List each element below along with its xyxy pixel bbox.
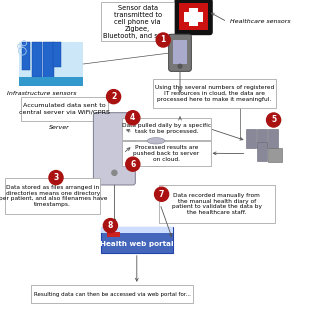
Circle shape bbox=[107, 90, 121, 104]
Circle shape bbox=[156, 33, 170, 47]
Text: 7: 7 bbox=[159, 190, 164, 199]
FancyBboxPatch shape bbox=[101, 2, 174, 41]
Text: Infrastructure sensors: Infrastructure sensors bbox=[7, 91, 76, 96]
FancyBboxPatch shape bbox=[174, 0, 213, 35]
Text: Using the several numbers of registered
IT resources in cloud, the data are
proc: Using the several numbers of registered … bbox=[155, 85, 274, 102]
Text: 8: 8 bbox=[108, 221, 113, 230]
Circle shape bbox=[126, 157, 140, 171]
Text: 6: 6 bbox=[130, 160, 135, 169]
FancyBboxPatch shape bbox=[184, 12, 203, 22]
FancyBboxPatch shape bbox=[146, 139, 166, 166]
FancyBboxPatch shape bbox=[257, 129, 267, 148]
FancyBboxPatch shape bbox=[107, 232, 120, 237]
Circle shape bbox=[103, 219, 117, 233]
FancyBboxPatch shape bbox=[153, 79, 276, 108]
FancyBboxPatch shape bbox=[173, 40, 187, 64]
Circle shape bbox=[178, 64, 182, 68]
Text: Accumulated data sent to
central server via WiFi/GPRS: Accumulated data sent to central server … bbox=[19, 103, 110, 114]
Ellipse shape bbox=[147, 138, 165, 144]
Circle shape bbox=[112, 170, 117, 175]
Text: 1: 1 bbox=[161, 36, 166, 44]
FancyBboxPatch shape bbox=[19, 77, 83, 86]
Text: Data recorded manually from
the manual health diary of
patient to validate the d: Data recorded manually from the manual h… bbox=[172, 193, 262, 215]
FancyBboxPatch shape bbox=[22, 42, 30, 70]
Text: 2: 2 bbox=[111, 92, 116, 101]
FancyBboxPatch shape bbox=[101, 227, 173, 233]
Text: Resulting data can then be accessed via web portal for...: Resulting data can then be accessed via … bbox=[34, 292, 190, 297]
FancyBboxPatch shape bbox=[32, 42, 42, 77]
FancyBboxPatch shape bbox=[43, 42, 54, 83]
FancyBboxPatch shape bbox=[21, 97, 108, 121]
Text: 4: 4 bbox=[130, 113, 135, 122]
Circle shape bbox=[126, 111, 140, 125]
FancyBboxPatch shape bbox=[101, 227, 173, 253]
Text: Sensor data
transmitted to
cell phone via
Zigbee,
Bluetooth, and so on: Sensor data transmitted to cell phone vi… bbox=[103, 4, 172, 39]
FancyBboxPatch shape bbox=[19, 42, 83, 86]
FancyBboxPatch shape bbox=[189, 8, 198, 26]
Text: 5: 5 bbox=[271, 116, 276, 124]
FancyBboxPatch shape bbox=[179, 3, 208, 30]
FancyBboxPatch shape bbox=[31, 285, 193, 303]
FancyBboxPatch shape bbox=[268, 129, 278, 148]
FancyBboxPatch shape bbox=[257, 142, 267, 161]
Text: Data stored as files arranged in
directories means one directory
per patient, an: Data stored as files arranged in directo… bbox=[0, 185, 107, 207]
Circle shape bbox=[155, 187, 169, 201]
FancyBboxPatch shape bbox=[93, 113, 135, 185]
Text: Healthcare sensors: Healthcare sensors bbox=[230, 19, 291, 24]
Text: 3: 3 bbox=[53, 173, 59, 182]
Text: Health web portal: Health web portal bbox=[100, 241, 173, 247]
Text: Processed results are
pushed back to server
on cloud.: Processed results are pushed back to ser… bbox=[133, 145, 199, 162]
FancyBboxPatch shape bbox=[53, 42, 61, 67]
FancyBboxPatch shape bbox=[122, 118, 211, 140]
FancyBboxPatch shape bbox=[159, 185, 275, 223]
Circle shape bbox=[49, 171, 63, 185]
FancyBboxPatch shape bbox=[246, 129, 256, 148]
FancyBboxPatch shape bbox=[122, 141, 211, 166]
FancyBboxPatch shape bbox=[169, 34, 191, 71]
FancyBboxPatch shape bbox=[5, 178, 100, 214]
Text: Server: Server bbox=[49, 125, 69, 130]
FancyBboxPatch shape bbox=[268, 148, 282, 162]
Circle shape bbox=[267, 113, 281, 127]
Text: Data pulled daily by a specific
task to be processed.: Data pulled daily by a specific task to … bbox=[122, 123, 211, 134]
